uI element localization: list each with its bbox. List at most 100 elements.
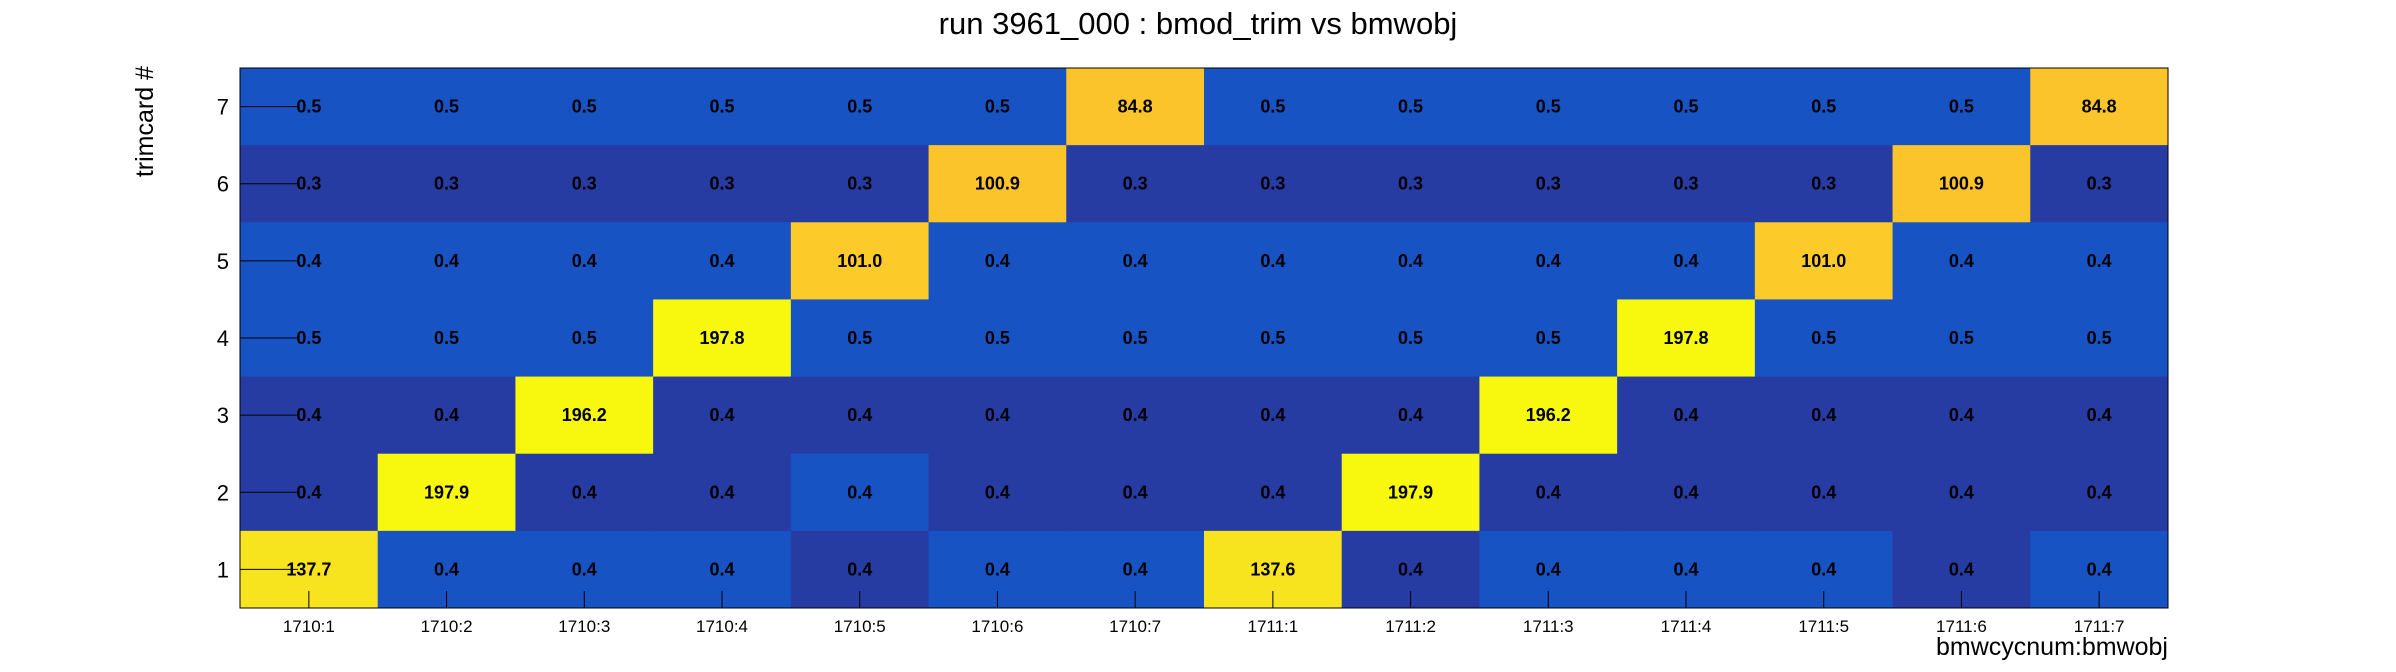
heatmap-cell (515, 299, 654, 378)
heatmap-cell (790, 299, 930, 378)
x-tick-label: 1710:1 (283, 617, 335, 636)
cell-value-label: 0.4 (1260, 482, 1285, 502)
heatmap-cell (1479, 299, 1618, 378)
cell-value-label: 101.0 (837, 251, 882, 271)
heatmap-cell (928, 145, 1067, 223)
heatmap-cell (377, 222, 516, 300)
cell-value-label: 0.4 (1949, 251, 1974, 271)
cell-value-label: 197.9 (424, 482, 469, 502)
cell-value-label: 0.4 (1398, 251, 1423, 271)
heatmap-cell (1754, 222, 1894, 300)
cell-value-label: 0.4 (296, 482, 321, 502)
chart-title: run 3961_000 : bmod_trim vs bmwobj (939, 6, 1458, 41)
heatmap-cell (1617, 376, 1756, 455)
cell-value-label: 101.0 (1801, 251, 1846, 271)
heatmap-cell (653, 68, 792, 146)
heatmap-cell (790, 145, 930, 223)
heatmap-cell (790, 222, 930, 300)
heatmap-cell (1204, 376, 1343, 455)
heatmap-cell (1204, 222, 1343, 300)
heatmap-cell (653, 145, 792, 223)
cell-value-label: 0.5 (296, 97, 321, 117)
cell-value-label: 0.4 (709, 482, 734, 502)
cell-value-label: 0.4 (1536, 251, 1561, 271)
heatmap-cell (928, 453, 1067, 532)
y-tick-label: 2 (217, 480, 229, 505)
heatmap-cell (1479, 222, 1618, 300)
heatmap-cell (2030, 453, 2169, 532)
cell-value-label: 0.4 (2087, 251, 2112, 271)
heatmap-cell (2030, 299, 2169, 378)
heatmap-cell (1204, 453, 1343, 532)
cell-value-label: 0.3 (1673, 174, 1698, 194)
cell-value-label: 0.4 (2087, 405, 2112, 425)
cell-value-label: 0.5 (1260, 97, 1285, 117)
cell-value-label: 0.5 (1536, 97, 1561, 117)
y-tick-label: 1 (217, 557, 229, 582)
cell-value-label: 0.5 (847, 328, 872, 348)
heatmap-cell (377, 376, 516, 455)
heatmap-cell (515, 376, 654, 455)
cell-value-label: 0.5 (709, 97, 734, 117)
cell-value-label: 0.5 (1398, 97, 1423, 117)
x-tick-label: 1710:6 (971, 617, 1023, 636)
cell-value-label: 0.4 (1123, 405, 1148, 425)
heatmap-cell (2030, 222, 2169, 300)
cell-value-label: 0.4 (296, 251, 321, 271)
heatmap-cell (928, 68, 1067, 146)
cell-value-label: 0.5 (296, 328, 321, 348)
heatmap-cell (653, 299, 792, 378)
heatmap-cell (377, 453, 516, 532)
heatmap-cell (377, 145, 516, 223)
chart-axes: 7 6 5 4 3 2 1 1710:1 1710:2 1710:3 1710:4 1710:5 171… (217, 67, 2169, 636)
cell-value-label: 0.3 (847, 174, 872, 194)
heatmap-cell (1892, 68, 2031, 146)
heatmap-cell (377, 68, 516, 146)
heatmap-cell (1066, 376, 1205, 455)
heatmap-cell (1754, 299, 1894, 378)
heatmap-cell (1479, 145, 1618, 223)
cell-value-label: 0.5 (1123, 328, 1148, 348)
heatmap-cell (1892, 222, 2031, 300)
x-tick-label: 1711:5 (1798, 617, 1849, 636)
y-tick-label: 3 (217, 403, 229, 428)
cell-value-label: 0.5 (1260, 328, 1285, 348)
heatmap-cell (515, 68, 654, 146)
heatmap-cell (1892, 453, 2031, 532)
heatmap-cell (1617, 222, 1756, 300)
cell-value-label: 0.4 (1536, 559, 1561, 579)
cell-value-label: 0.5 (1811, 328, 1836, 348)
heatmap-cell (1066, 299, 1205, 378)
heatmap-cell (515, 145, 654, 223)
cell-value-label: 0.4 (1811, 405, 1836, 425)
cell-value-label: 0.5 (1536, 328, 1561, 348)
cell-value-label: 0.4 (1260, 405, 1285, 425)
heatmap-cell (790, 453, 930, 532)
cell-value-label: 196.2 (562, 405, 607, 425)
heatmap-cell (790, 68, 930, 146)
cell-value-label: 0.4 (434, 405, 459, 425)
heatmap-cell (928, 376, 1067, 455)
cell-value-label: 0.4 (1398, 405, 1423, 425)
heatmap-cell (653, 222, 792, 300)
cell-value-label: 0.5 (572, 97, 597, 117)
cell-value-label: 0.4 (1949, 405, 1974, 425)
x-tick-label: 1711:4 (1661, 617, 1712, 636)
heatmap-cell (377, 299, 516, 378)
heatmap-cell (1617, 453, 1756, 532)
cell-value-label: 0.4 (1811, 482, 1836, 502)
cell-value-label: 0.4 (1123, 482, 1148, 502)
heatmap-cell (1066, 68, 1205, 146)
cell-value-label: 0.5 (2087, 328, 2112, 348)
x-tick-label: 1710:2 (421, 617, 473, 636)
cell-value-label: 0.4 (709, 251, 734, 271)
cell-value-label: 0.4 (1673, 251, 1698, 271)
cell-value-label: 0.5 (1673, 97, 1698, 117)
cell-value-label: 0.5 (985, 328, 1010, 348)
y-tick-label: 6 (217, 172, 229, 197)
heatmap-cell (928, 299, 1067, 378)
cell-value-label: 0.4 (985, 559, 1010, 579)
cell-value-label: 84.8 (2082, 97, 2117, 117)
x-tick-label: 1711:3 (1523, 617, 1574, 636)
